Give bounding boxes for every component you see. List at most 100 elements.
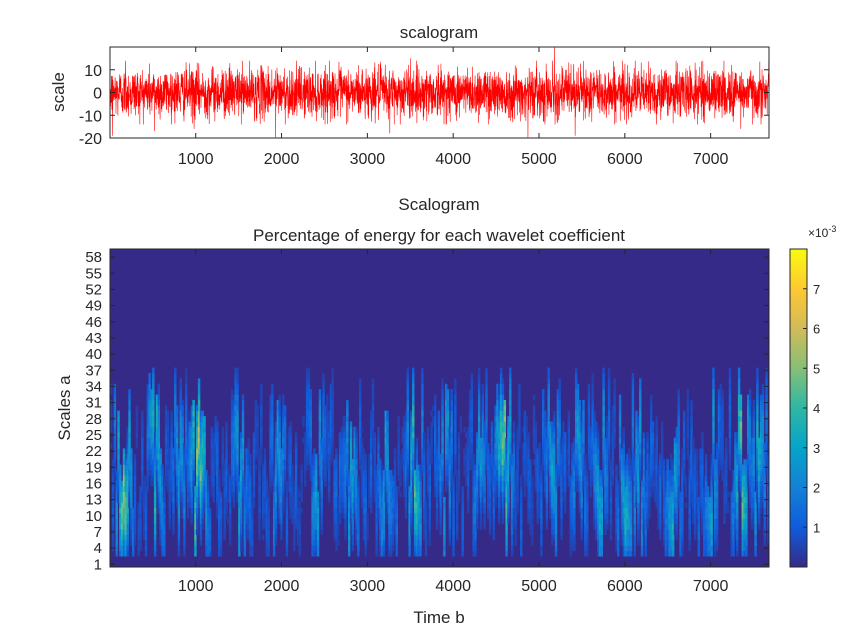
heatmap-cell: [477, 421, 481, 428]
heatmap-cell: [509, 480, 512, 487]
heatmap-cell: [505, 518, 508, 525]
heatmap-cell: [477, 367, 481, 374]
heatmap-cell: [192, 426, 195, 433]
heatmap-cell: [580, 432, 583, 438]
heatmap-cell: [228, 529, 232, 535]
heatmap-cell: [388, 518, 391, 525]
heatmap-cell: [457, 437, 461, 444]
heatmap-cell: [529, 491, 532, 498]
heatmap-cell: [368, 502, 371, 509]
heatmap-cell: [210, 480, 214, 487]
heatmap-cell: [304, 459, 307, 465]
heatmap-cell: [472, 502, 475, 509]
heatmap-cell: [401, 448, 404, 455]
heatmap-cell: [338, 496, 342, 503]
heatmap-cell: [472, 545, 475, 552]
heatmap-cell: [476, 443, 479, 449]
heatmap-cell: [580, 459, 583, 465]
heatmap-cell: [225, 480, 228, 487]
heatmap-cell: [139, 507, 142, 514]
heatmap-cell: [470, 459, 474, 465]
heatmap-cell: [600, 540, 604, 546]
heatmap-cell: [510, 475, 514, 482]
heatmap-cell: [618, 410, 622, 417]
heatmap-cell: [563, 448, 567, 455]
heatmap-cell: [155, 464, 159, 471]
heatmap-cell: [395, 496, 398, 503]
heatmap-cell: [444, 469, 448, 476]
heatmap-cell: [490, 426, 494, 433]
heatmap-cell: [443, 540, 446, 546]
heatmap-cell: [218, 518, 221, 525]
heatmap-cell: [382, 491, 386, 498]
heatmap-cell: [448, 496, 452, 503]
heatmap-cell: [419, 550, 422, 557]
heatmap-cell: [481, 399, 485, 406]
heatmap-cell: [617, 502, 620, 509]
heatmap-cell: [421, 405, 424, 411]
heatmap-cell: [441, 437, 444, 444]
heatmap-cell: [582, 475, 585, 482]
heatmap-cell: [417, 464, 420, 471]
heatmap-cell: [379, 464, 382, 471]
heatmap-cell: [269, 469, 272, 476]
heatmap-cell: [276, 432, 280, 438]
heatmap-cell: [196, 491, 199, 498]
heatmap-cell: [126, 550, 129, 557]
heatmap-cell: [501, 443, 505, 449]
heatmap-cell: [247, 513, 250, 519]
heatmap-cell: [600, 529, 604, 535]
heatmap-cell: [573, 534, 576, 541]
heatmap-cell: [476, 464, 479, 471]
heatmap-cell: [130, 529, 133, 535]
heatmap-cell: [516, 443, 519, 449]
heatmap-cell: [157, 502, 161, 509]
heatmap-cell: [157, 464, 161, 471]
heatmap-cell: [194, 529, 197, 535]
heatmap-cell: [333, 507, 336, 514]
heatmap-cell: [302, 437, 305, 444]
heatmap-cell: [543, 464, 547, 471]
heatmap-cell: [203, 475, 206, 482]
heatmap-cell: [444, 480, 448, 487]
heatmap-cell: [320, 502, 323, 509]
heatmap-cell: [573, 486, 576, 492]
heatmap-cell: [170, 410, 173, 417]
heatmap-cell: [560, 534, 563, 541]
heatmap-cell: [294, 464, 298, 471]
heatmap-cell: [402, 443, 406, 449]
heatmap-cell: [384, 426, 388, 433]
heatmap-cell: [386, 518, 389, 525]
heatmap-cell: [142, 475, 146, 482]
heatmap-cell: [426, 443, 430, 449]
heatmap-cell: [148, 464, 151, 471]
heatmap-cell: [269, 405, 272, 411]
heatmap-cell: [142, 491, 146, 498]
heatmap-cell: [245, 453, 248, 460]
heatmap-cell: [309, 394, 312, 401]
heatmap-cell: [245, 513, 248, 519]
heatmap-cell: [137, 550, 140, 557]
heatmap-cell: [272, 550, 276, 557]
heatmap-cell: [326, 443, 329, 449]
heatmap-cell: [543, 410, 547, 417]
heatmap-cell: [276, 416, 280, 422]
heatmap-cell: [126, 486, 129, 492]
heatmap-cell: [611, 421, 614, 428]
heatmap-cell: [241, 426, 245, 433]
heatmap-cell: [358, 437, 362, 444]
heatmap-cell: [607, 421, 611, 428]
heatmap-cell: [423, 475, 426, 482]
heatmap-cell: [322, 394, 325, 401]
heatmap-cell: [120, 545, 124, 552]
heatmap-cell: [130, 464, 133, 471]
heatmap-cell: [509, 475, 512, 482]
heatmap-cell: [470, 448, 474, 455]
heatmap-cell: [276, 486, 280, 492]
heatmap-cell: [122, 529, 126, 535]
heatmap-cell: [606, 432, 609, 438]
heatmap-cell: [470, 405, 474, 411]
heatmap-cell: [322, 459, 325, 465]
heatmap-cell: [157, 491, 161, 498]
heatmap-cell: [382, 534, 386, 541]
